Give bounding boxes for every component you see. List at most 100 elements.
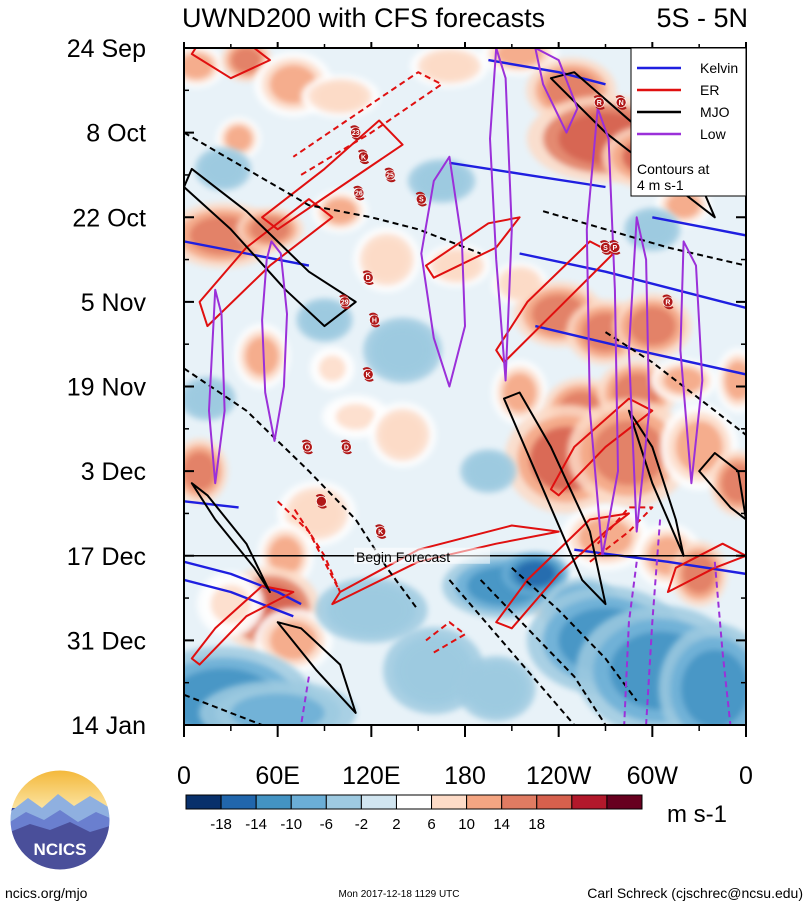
storm-label: 26 bbox=[355, 191, 363, 198]
colorbar-swatch bbox=[466, 794, 503, 810]
colorbar-tick-label: 6 bbox=[427, 816, 435, 833]
storm-label: 29 bbox=[341, 299, 349, 306]
anomaly-blob bbox=[184, 376, 236, 421]
low-contour bbox=[261, 240, 288, 442]
begin-forecast-label: Begin Forecast bbox=[356, 549, 450, 565]
forecast-label-backing bbox=[354, 547, 490, 564]
low-contour bbox=[208, 288, 226, 485]
x-tick-label: 120W bbox=[526, 762, 592, 790]
anomaly-blob bbox=[501, 552, 569, 596]
storm-label: H bbox=[372, 318, 377, 325]
legend-label: MJO bbox=[700, 104, 730, 120]
storm-label: R bbox=[597, 100, 602, 107]
x-tick-label: 60E bbox=[255, 762, 299, 790]
kelvin-contour bbox=[184, 560, 302, 606]
colorbar-swatch bbox=[185, 794, 222, 810]
legend-label: Kelvin bbox=[700, 60, 738, 76]
storm-label: D bbox=[366, 275, 371, 282]
low-contour bbox=[300, 676, 310, 725]
mjo-contour bbox=[698, 452, 746, 521]
er-contour bbox=[666, 542, 746, 593]
er-contour bbox=[549, 397, 654, 497]
storm-marker: S bbox=[415, 191, 427, 207]
anomaly-blob bbox=[715, 347, 746, 414]
legend-item-low: Low bbox=[637, 126, 727, 142]
y-tick-label: 17 Dec bbox=[67, 543, 146, 571]
storm-label: S bbox=[419, 197, 424, 204]
er-contour bbox=[277, 500, 342, 593]
colorbar-tick-label: 18 bbox=[528, 816, 545, 833]
anomaly-blob bbox=[197, 571, 265, 637]
low-contour bbox=[489, 48, 513, 382]
colorbar-tick-label: -18 bbox=[210, 816, 232, 833]
er-contour bbox=[425, 216, 521, 279]
anomaly-blob bbox=[199, 680, 357, 725]
low-contour bbox=[585, 107, 619, 557]
x-tick-label: 0 bbox=[177, 762, 191, 790]
legend-box bbox=[630, 47, 747, 197]
colorbar-swatch bbox=[571, 794, 608, 810]
anomaly-blob bbox=[300, 74, 380, 119]
low-contour bbox=[645, 519, 662, 725]
storm-label: K bbox=[361, 154, 366, 161]
colorbar-units: m s-1 bbox=[667, 801, 727, 828]
mjo-contour bbox=[190, 482, 271, 593]
storm-label: K bbox=[378, 529, 383, 536]
storm-label: D bbox=[344, 444, 349, 451]
colorbar-swatch bbox=[501, 794, 538, 810]
mjo-contour bbox=[184, 167, 357, 328]
kelvin-contour bbox=[184, 500, 239, 509]
er-contour bbox=[190, 48, 271, 80]
anomaly-blob bbox=[710, 450, 746, 516]
kelvin-contour bbox=[449, 161, 606, 189]
storm-label: R bbox=[665, 299, 670, 306]
storm-marker: 26 bbox=[353, 185, 365, 201]
mjo-contour bbox=[542, 210, 746, 267]
er-contour bbox=[190, 585, 295, 666]
kelvin-contour bbox=[535, 324, 746, 376]
anomaly-blob bbox=[368, 402, 437, 468]
x-tick-label: 60W bbox=[627, 762, 679, 790]
kelvin-contour bbox=[184, 578, 294, 618]
colorbar-swatch bbox=[290, 794, 327, 810]
chart-title: UWND200 with CFS forecasts bbox=[182, 3, 545, 33]
mjo-contour bbox=[604, 331, 746, 436]
low-contour bbox=[420, 155, 466, 388]
colorbar-tick-label: -6 bbox=[320, 816, 333, 833]
anomaly-blob bbox=[649, 358, 718, 403]
y-tick-label: 22 Oct bbox=[72, 204, 146, 232]
y-tick-label: 31 Dec bbox=[67, 627, 146, 655]
footer-website: ncics.org/mjo bbox=[5, 885, 88, 901]
y-tick-label: 19 Nov bbox=[67, 374, 147, 402]
storm-label: N bbox=[619, 100, 624, 107]
anomaly-blob bbox=[456, 656, 536, 722]
storm-marker: P bbox=[609, 240, 621, 255]
anomaly-blob bbox=[363, 317, 442, 383]
low-contour bbox=[679, 240, 704, 485]
storm-marker: N bbox=[615, 95, 627, 110]
er-contour bbox=[261, 119, 404, 231]
storm-marker: 23 bbox=[350, 125, 362, 140]
mjo-contour bbox=[627, 409, 685, 557]
low-contour bbox=[713, 561, 732, 725]
colorbar-swatch bbox=[606, 794, 643, 810]
anomaly-blob bbox=[233, 323, 291, 389]
wave-filter-contours bbox=[184, 48, 746, 725]
kelvin-contour bbox=[184, 240, 310, 267]
storm-marker: O bbox=[301, 439, 313, 455]
kelvin-contour bbox=[574, 548, 746, 576]
logo-text: NCICS bbox=[34, 840, 87, 859]
x-tick-label: 120E bbox=[342, 762, 400, 790]
footer-timestamp: Mon 2017-12-18 1129 UTC bbox=[339, 889, 460, 900]
storm-label: 25 bbox=[386, 172, 394, 179]
storm-marker: D bbox=[340, 439, 352, 455]
anomaly-blob bbox=[296, 298, 353, 342]
x-tick-label: 0 bbox=[739, 762, 753, 790]
anomaly-blob bbox=[184, 48, 225, 88]
mjo-contour bbox=[276, 621, 357, 714]
legend-note-line1: Contours at bbox=[637, 161, 709, 177]
anomaly-blob bbox=[194, 147, 252, 191]
er-contour bbox=[292, 71, 443, 176]
